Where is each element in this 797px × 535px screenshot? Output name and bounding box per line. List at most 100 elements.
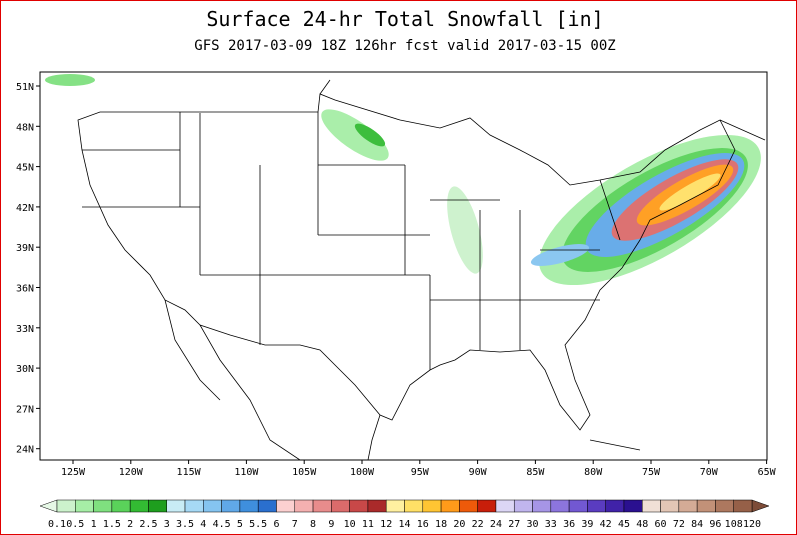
latitude-label: 48N [16,122,34,133]
colorbar-box [440,499,460,513]
colorbar-box [605,499,625,513]
colorbar-label: 10 [344,519,356,530]
colorbar-label: 4 [200,519,206,530]
snow-area [45,74,95,86]
latitude-label: 30N [16,364,34,375]
colorbar-label: 108 [725,519,743,530]
colorbar-label: 11 [362,519,374,530]
snow-area [659,173,721,211]
latitude-label: 51N [16,82,34,93]
subtitle: GFS 2017-03-09 18Z 126hr fcst valid 2017… [194,38,615,54]
colorbar-box [568,499,588,513]
latitude-label: 45N [16,163,34,174]
colorbar-box [550,499,570,513]
colorbar-label: 4.5 [213,519,231,530]
colorbar-box [129,499,149,513]
colorbar-label: 3 [164,519,170,530]
longitude-label: 70W [700,467,719,478]
colorbar-label: 24 [490,519,502,530]
colorbar-box [111,499,131,513]
title: Surface 24-hr Total Snowfall [in] [206,7,603,31]
colorbar-box [294,499,314,513]
colorbar-box [166,499,186,513]
colorbar-box [184,499,204,513]
longitude-label: 110W [234,467,259,478]
colorbar-box [404,499,424,513]
map-border [39,71,768,461]
colorbar-label: 18 [435,519,447,530]
colorbar-label: 2.5 [139,519,157,530]
colorbar-label: 7 [292,519,298,530]
colorbar-box [56,499,76,513]
colorbar-label: 20 [453,519,465,530]
colorbar-box [715,499,734,513]
longitude-label: 100W [350,467,375,478]
snow-area [321,109,389,161]
snow-area [354,123,386,147]
snowfall-field [45,74,761,286]
colorbar-label: 48 [636,519,648,530]
colorbar-label: 6 [273,519,279,530]
colorbar-label: 1.5 [103,519,121,530]
colorbar-box [203,499,222,513]
longitude-label: 115W [177,467,202,478]
longitude-labels: 125W 120W 115W 110W 105W 100W 95W 90W 85W 80W 75W 7… [61,460,777,478]
longitude-label: 80W [584,467,603,478]
colorbar-label: 0.1 [48,519,66,530]
colorbar-box [148,499,167,513]
colorbar-label: 12 [380,519,392,530]
colorbar-box [660,499,680,513]
longitude-label: 105W [292,467,317,478]
state-lines [82,112,621,370]
latitude-label: 42N [16,203,34,214]
colorbar-label: 45 [618,519,630,530]
colorbar-label: 0.5 [66,519,84,530]
colorbar-label: 33 [545,519,557,530]
colorbar-label: 72 [673,519,685,530]
colorbar-box [587,499,606,513]
colorbar-box [312,499,332,513]
colorbar-label: 36 [563,519,575,530]
colorbar-box [733,499,753,513]
colorbar-label: 22 [472,519,484,530]
colorbar-label: 1 [91,519,97,530]
colorbar-label: 84 [691,519,703,530]
colorbar-box [513,499,533,513]
colorbar-box [349,499,369,513]
snow-area [530,244,590,266]
colorbar-label: 30 [527,519,539,530]
colorbar-box [93,499,113,513]
colorbar-label: 96 [709,519,721,530]
latitude-label: 27N [16,404,34,415]
colorbar-label: 16 [417,519,429,530]
colorbar-label: 39 [581,519,593,530]
colorbar-label: 60 [655,519,667,530]
longitude-label: 95W [411,467,430,478]
longitude-label: 125W [61,467,86,478]
colorbar-label: 5.5 [249,519,267,530]
colorbar-box [221,499,241,513]
colorbar-box [495,499,515,513]
colorbar-label: 27 [508,519,520,530]
colorbar-box [642,499,661,513]
longitude-label: 120W [119,467,144,478]
colorbar-label: 120 [743,519,761,530]
colorbar-box [367,499,387,513]
colorbar-box [385,499,405,513]
colorbar-box [239,499,259,513]
colorbar-label: 3.5 [176,519,194,530]
longitude-label: 65W [758,467,777,478]
longitude-label: 90W [469,467,488,478]
latitude-label: 39N [16,243,34,254]
colorbar-label: 8 [310,519,316,530]
colorbar-box [75,499,94,513]
boundaries [77,79,766,461]
latitude-labels: 51N 48N 45N 42N 39N 36N 33N 30N 27N 24N [16,82,40,456]
colorbar-box [422,499,442,513]
longitude-label: 75W [642,467,661,478]
colorbar-box [459,499,478,513]
colorbar-box [276,499,296,513]
